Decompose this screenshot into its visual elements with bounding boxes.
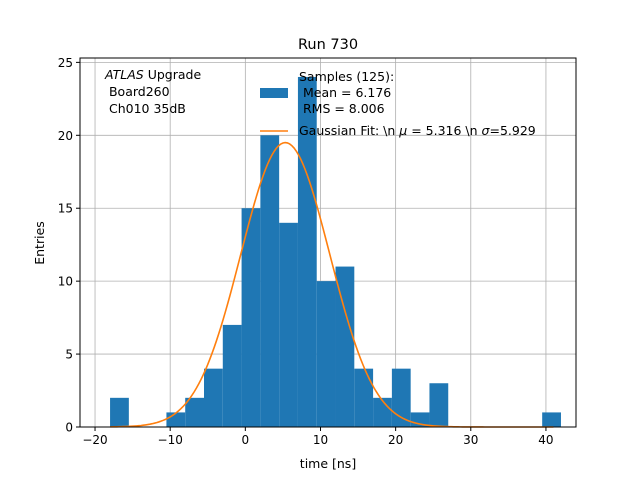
annotation-line-1: ATLAS Upgrade — [104, 67, 201, 82]
legend-histogram-name: Samples (125): — [299, 69, 394, 84]
x-axis-ticks: −20 −10 0 10 20 30 40 — [82, 427, 554, 447]
legend-fit-sigma: σ — [482, 123, 491, 138]
histogram-bar — [542, 412, 561, 427]
histogram-bar — [204, 368, 223, 427]
legend-fit-mid: = 5.316 \n — [407, 123, 481, 138]
y-tick-label: 20 — [58, 129, 73, 143]
y-tick-label: 25 — [58, 56, 73, 70]
legend-fit-label: Gaussian Fit: \n μ = 5.316 \n σ=5.929 — [299, 123, 536, 138]
x-tick-label: 40 — [538, 433, 553, 447]
annotation-line-3: Ch010 35dB — [105, 101, 186, 116]
histogram-bars — [110, 76, 561, 427]
legend: Samples (125): Mean = 6.176 RMS = 8.006 … — [260, 69, 536, 138]
legend-histogram-swatch — [260, 88, 288, 98]
histogram-bar — [222, 324, 242, 427]
histogram-bar — [241, 208, 261, 427]
histogram-bar — [260, 135, 280, 427]
x-tick-label: 10 — [313, 433, 328, 447]
y-axis-label: Entries — [32, 221, 47, 265]
y-tick-label: 0 — [65, 421, 73, 435]
legend-fit-mu: μ — [398, 123, 407, 138]
histogram-bar — [373, 397, 392, 427]
x-tick-label: 30 — [463, 433, 478, 447]
histogram-bar — [354, 368, 374, 427]
x-axis-label: time [ns] — [300, 456, 356, 471]
y-axis-ticks: 0 5 10 15 20 25 — [58, 56, 80, 435]
y-tick-label: 10 — [58, 275, 73, 289]
histogram-bar — [391, 368, 411, 427]
upgrade-label: Upgrade — [144, 67, 202, 82]
y-tick-label: 5 — [65, 348, 73, 362]
chart-title: Run 730 — [298, 37, 358, 53]
legend-fit-suffix: =5.929 — [489, 123, 535, 138]
atlas-label: ATLAS — [104, 67, 144, 82]
x-tick-label: 20 — [388, 433, 403, 447]
legend-histogram-mean: Mean = 6.176 — [299, 85, 391, 100]
histogram-bar — [429, 383, 449, 427]
plot-frame — [79, 57, 577, 428]
x-tick-label: −10 — [158, 433, 183, 447]
histogram-bar — [185, 397, 204, 427]
histogram-bar — [110, 397, 129, 427]
atlas-annotation: ATLAS Upgrade Board260 Ch010 35dB — [104, 67, 201, 116]
x-tick-label: 0 — [242, 433, 250, 447]
annotation-line-2: Board260 — [105, 84, 170, 99]
histogram-bar — [166, 412, 186, 427]
histogram-bar — [335, 266, 355, 427]
legend-fit-prefix: Gaussian Fit: \n — [299, 123, 399, 138]
y-tick-label: 15 — [58, 202, 73, 216]
x-tick-label: −20 — [82, 433, 107, 447]
legend-histogram-rms: RMS = 8.006 — [299, 101, 385, 116]
histogram-bar — [316, 281, 336, 427]
histogram-bar — [279, 222, 298, 427]
